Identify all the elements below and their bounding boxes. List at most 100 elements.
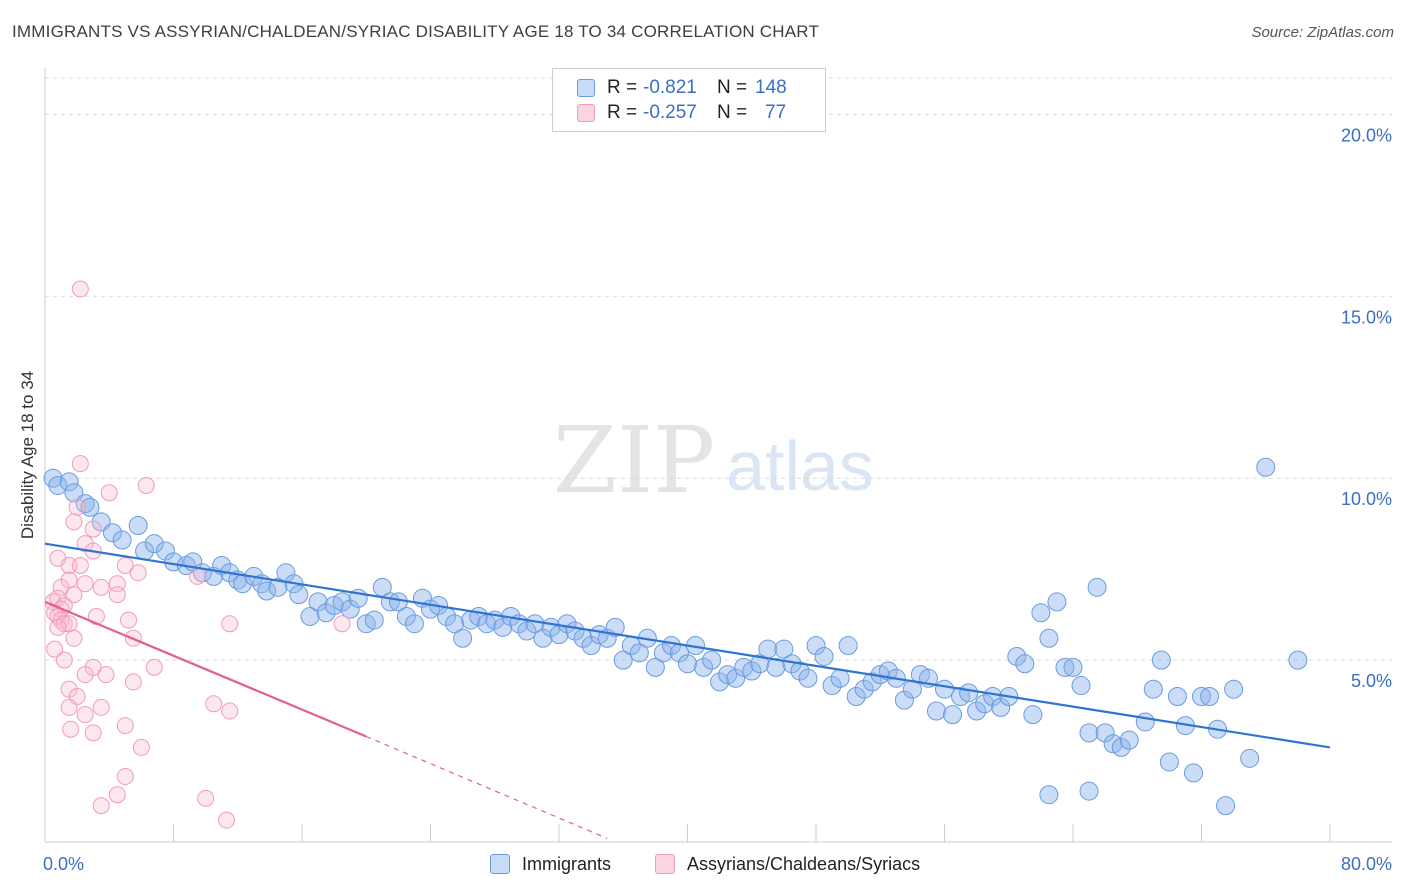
watermark-zip: ZIP [553,407,715,514]
watermark-atlas: atlas [726,427,874,505]
assyrians-point [124,673,142,691]
immigrants-point [661,636,681,656]
immigrants-point [1159,752,1179,772]
assyrians-point [108,586,126,604]
immigrants-point [1039,628,1059,648]
assyrians-point [76,666,94,684]
immigrants-point [396,606,416,626]
legend-n-label: N = [717,102,748,123]
immigrants-point [830,668,850,688]
assyrians-point [137,476,155,494]
x-tick-label: 80.0% [1341,854,1392,874]
immigrants-point [846,686,866,706]
bottom-legend-immigrants: Immigrants [490,852,611,876]
y-tick-label: 10.0% [1341,489,1392,509]
legend-row-assyrians: R = -0.257 N = 77 [577,101,786,125]
assyrians-point [221,702,239,720]
immigrants-point [758,639,778,659]
immigrants-point [806,636,826,656]
assyrians-point [84,724,102,742]
immigrants-point [838,636,858,656]
immigrants-point [814,646,834,666]
immigrants-point [581,636,601,656]
immigrants-point [364,610,384,630]
assyrians-point [333,615,351,633]
legend-r-label: R = [607,77,638,98]
immigrants-point [48,475,68,495]
immigrants-point [102,523,122,543]
immigrants-point [710,672,730,692]
assyrians-point [145,658,163,676]
immigrants-point [1039,785,1059,805]
y-tick-label: 5.0% [1351,671,1392,691]
immigrants-point [59,472,79,492]
immigrants-point [155,541,175,561]
immigrants-point [1183,763,1203,783]
immigrants-point [257,581,277,601]
immigrants-point [894,690,914,710]
immigrants-point [1216,796,1236,816]
immigrants-point [766,657,786,677]
assyrians-point [76,575,94,593]
immigrants-point [822,676,842,696]
assyrians-point [46,640,64,658]
assyrians-point [92,797,110,815]
assyrians-point [129,564,147,582]
assyrians-point [68,498,86,516]
immigrants-point [1167,686,1187,706]
immigrants-point [750,654,770,674]
immigrants-point [268,577,288,597]
assyrians-point [92,698,110,716]
immigrants-point [1071,676,1091,696]
assyrians-trend-line [44,600,367,738]
assyrians-point [76,706,94,724]
y-tick-label: 15.0% [1341,307,1392,327]
immigrants-point [726,668,746,688]
immigrants-point [1111,737,1131,757]
bottom-legend-assyrians: Assyrians/Chaldeans/Syriacs [655,852,920,876]
immigrants-point [340,599,360,619]
immigrants-point [517,621,537,641]
immigrants-point [653,643,673,663]
assyrians-point [116,717,134,735]
immigrants-point [1079,781,1099,801]
bottom-legend-swatch-immigrants [490,854,510,874]
assyrians-point [189,567,207,585]
assyrians-point [116,768,134,786]
immigrants-point [128,515,148,535]
immigrants-point [959,683,979,703]
assyrians-point [62,720,80,738]
immigrants-point [935,679,954,699]
immigrants-point [1143,679,1163,699]
immigrants-point [790,661,810,681]
legend-n-label: N = [717,77,748,98]
immigrants-point [308,592,328,612]
immigrants-point [1031,603,1051,623]
immigrants-point [1240,748,1260,768]
immigrants-point [1063,657,1083,677]
immigrants-point [1151,650,1171,670]
immigrants-point [1200,686,1220,706]
immigrants-point [533,628,553,648]
assyrians-point [65,586,83,604]
assyrians-point [108,786,126,804]
assyrians-point [221,615,239,633]
stats-legend: R = -0.821 N = 148 R = -0.257 N = 77 [552,68,826,132]
immigrants-point [1015,654,1035,674]
legend-row-immigrants: R = -0.821 N = 148 [577,76,787,100]
assyrians-point [218,811,236,829]
immigrants-point [967,701,987,721]
immigrants-point [1055,657,1075,677]
immigrants-point [493,617,513,637]
immigrants-point [112,530,132,550]
legend-n-value: 77 [765,102,787,123]
immigrants-point [144,534,164,554]
chart-title: IMMIGRANTS VS ASSYRIAN/CHALDEAN/SYRIAC D… [12,22,820,41]
immigrants-point [445,614,465,634]
immigrants-point [289,585,309,605]
immigrants-point [1256,457,1276,477]
assyrians-point [71,455,89,473]
immigrants-point [774,639,794,659]
immigrants-point [694,657,714,677]
